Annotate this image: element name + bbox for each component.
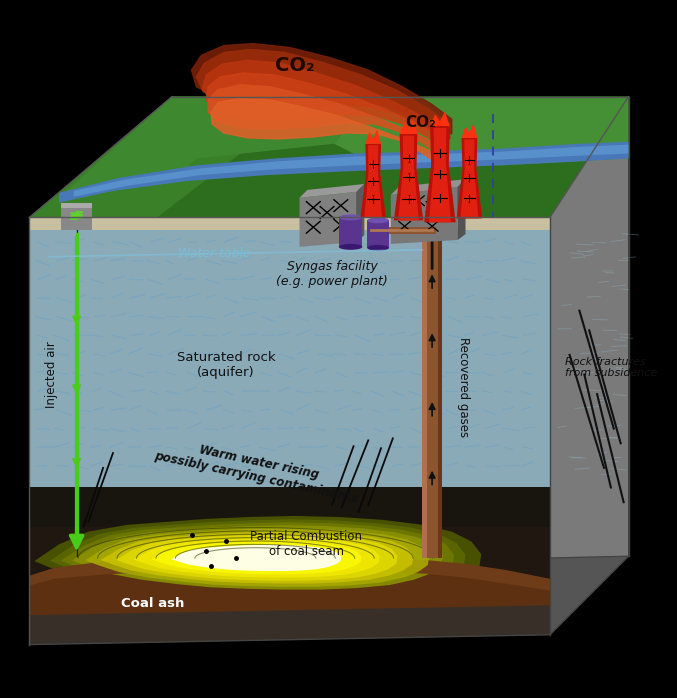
Polygon shape — [61, 202, 92, 207]
Polygon shape — [366, 129, 381, 144]
Polygon shape — [202, 60, 447, 144]
Polygon shape — [429, 128, 451, 223]
Text: Warm water rising
possibly carrying contaminants: Warm water rising possibly carrying cont… — [152, 434, 362, 505]
Polygon shape — [299, 184, 364, 198]
Polygon shape — [72, 525, 443, 590]
Polygon shape — [211, 98, 436, 168]
Text: Syngas facility
(e.g. power plant): Syngas facility (e.g. power plant) — [276, 260, 388, 288]
Polygon shape — [59, 96, 373, 198]
Polygon shape — [101, 532, 414, 584]
Polygon shape — [59, 142, 628, 202]
Polygon shape — [30, 217, 550, 230]
Polygon shape — [116, 535, 397, 581]
Polygon shape — [462, 123, 477, 138]
Polygon shape — [196, 50, 450, 139]
Polygon shape — [30, 556, 628, 644]
Polygon shape — [458, 179, 466, 240]
Polygon shape — [299, 192, 357, 247]
Polygon shape — [438, 217, 442, 558]
Polygon shape — [391, 179, 466, 195]
Text: Water table: Water table — [178, 247, 250, 260]
Ellipse shape — [338, 214, 362, 221]
Polygon shape — [357, 184, 364, 242]
Polygon shape — [30, 527, 550, 595]
Polygon shape — [338, 217, 362, 247]
Polygon shape — [334, 96, 628, 165]
Text: Rock fractures
from subsidence: Rock fractures from subsidence — [565, 357, 657, 378]
Text: CO₂: CO₂ — [405, 114, 436, 130]
Polygon shape — [30, 230, 550, 487]
Polygon shape — [422, 217, 442, 558]
Text: CO₂: CO₂ — [275, 56, 314, 75]
Polygon shape — [364, 145, 382, 217]
Polygon shape — [368, 221, 389, 248]
Polygon shape — [30, 557, 550, 591]
Polygon shape — [35, 516, 481, 598]
Polygon shape — [550, 96, 628, 634]
Text: Recovered gases: Recovered gases — [457, 337, 470, 438]
Text: Injected air: Injected air — [45, 341, 58, 408]
Text: Partial Combustion
of coal seam: Partial Combustion of coal seam — [250, 530, 362, 558]
Ellipse shape — [368, 217, 389, 223]
Polygon shape — [206, 73, 444, 151]
Polygon shape — [30, 605, 550, 644]
Polygon shape — [360, 144, 386, 217]
Polygon shape — [61, 202, 92, 230]
Polygon shape — [61, 522, 454, 593]
Text: Coal ash: Coal ash — [121, 597, 184, 610]
Polygon shape — [152, 541, 362, 574]
Polygon shape — [85, 528, 429, 587]
Polygon shape — [134, 538, 380, 577]
Polygon shape — [74, 144, 628, 197]
Polygon shape — [30, 96, 628, 217]
Polygon shape — [171, 544, 341, 571]
Polygon shape — [457, 138, 482, 218]
Polygon shape — [30, 96, 309, 217]
Polygon shape — [192, 43, 452, 134]
Polygon shape — [30, 217, 550, 224]
Polygon shape — [50, 519, 465, 595]
Polygon shape — [422, 217, 427, 558]
Polygon shape — [209, 85, 440, 159]
Ellipse shape — [338, 244, 362, 250]
Text: Saturated rock
(aquifer): Saturated rock (aquifer) — [177, 350, 275, 379]
Polygon shape — [30, 561, 550, 644]
Polygon shape — [399, 119, 418, 134]
Polygon shape — [398, 135, 419, 221]
Polygon shape — [460, 140, 479, 218]
Polygon shape — [391, 187, 458, 244]
Polygon shape — [30, 487, 550, 527]
Polygon shape — [424, 126, 456, 223]
Polygon shape — [394, 134, 423, 221]
Polygon shape — [430, 112, 450, 126]
Ellipse shape — [368, 245, 389, 251]
